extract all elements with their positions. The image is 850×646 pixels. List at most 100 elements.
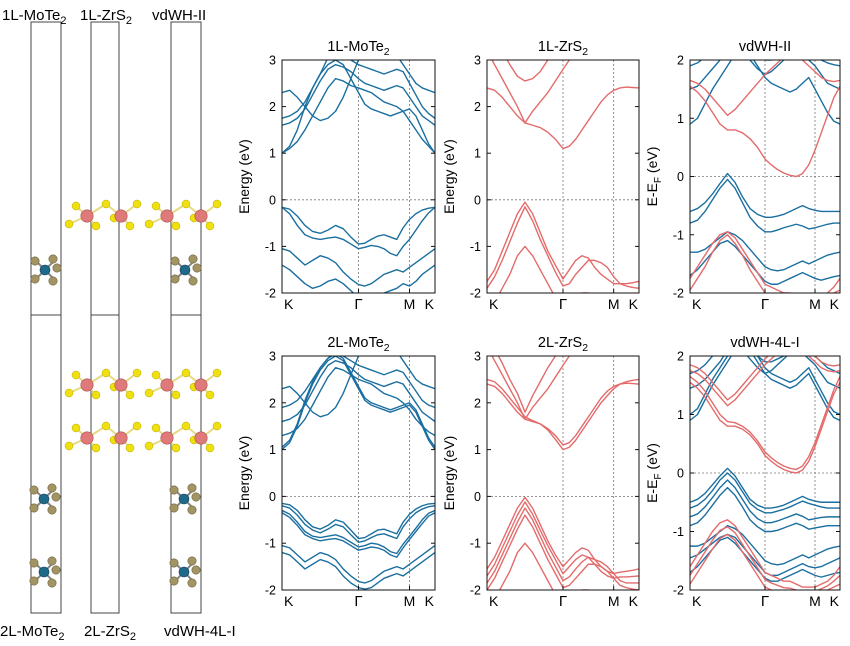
zrs2-unit	[64, 199, 142, 231]
y-tick-label: -2	[265, 584, 276, 598]
y-tick-label: 2	[474, 396, 481, 410]
te-atom	[187, 578, 197, 588]
mo-atom	[179, 264, 191, 276]
band-line	[282, 248, 435, 287]
y-axis-label: Energy (eV)	[236, 139, 252, 214]
te-atom	[29, 485, 39, 495]
x-tick-label: K	[284, 296, 294, 312]
y-tick-label: 3	[474, 54, 481, 68]
te-atom	[170, 256, 180, 266]
y-tick-label: 0	[269, 193, 276, 207]
band-line	[690, 467, 840, 509]
band-line	[282, 356, 435, 418]
band-line	[690, 381, 840, 474]
band-line	[282, 206, 435, 245]
te-atom	[170, 274, 180, 284]
s-atom	[144, 388, 154, 398]
x-tick-label: K	[425, 296, 435, 312]
mote2-unit	[30, 254, 62, 286]
te-atom	[187, 505, 197, 515]
y-tick-label: -2	[673, 287, 684, 301]
te-atom	[188, 254, 198, 264]
band-line	[282, 356, 435, 409]
x-tick-label: Γ	[354, 593, 362, 610]
band-line	[487, 201, 639, 285]
s-atom	[101, 368, 111, 378]
band-line	[491, 60, 571, 124]
s-atom	[212, 368, 222, 378]
s-atom	[132, 199, 142, 209]
y-tick-label: 3	[474, 350, 481, 364]
x-tick-label: K	[489, 296, 499, 312]
te-atom	[48, 276, 58, 286]
s-atom	[144, 441, 154, 451]
atomic-structures: 1L-MoTe2 1L-ZrS2 vdWH-II 2L-MoTe2 2L-ZrS…	[0, 7, 236, 643]
zrs2-unit	[144, 199, 222, 231]
band-line	[498, 542, 591, 590]
zrs2-unit	[64, 368, 142, 400]
s-atom	[181, 368, 191, 378]
bands	[690, 356, 840, 590]
zrs2-unit	[144, 368, 222, 400]
band-line	[690, 479, 840, 524]
s-atom	[71, 370, 81, 380]
y-tick-label: 0	[269, 490, 276, 504]
band-line	[690, 60, 840, 117]
band-line	[506, 60, 549, 82]
te-atom	[169, 558, 179, 568]
band-line	[487, 86, 639, 150]
x-tick-label: K	[284, 593, 294, 609]
chart-title: vdWH-II	[739, 39, 791, 55]
band-line	[690, 375, 840, 471]
y-tick-label: 2	[677, 54, 684, 68]
y-tick-label: 0	[474, 193, 481, 207]
te-atom	[52, 263, 62, 273]
band-line	[282, 63, 435, 126]
zr-atom	[114, 378, 128, 392]
band-line	[282, 77, 435, 154]
y-tick-label: 1	[269, 147, 276, 161]
y-tick-label: 2	[269, 100, 276, 114]
structure-label-vdwh-ii: vdWH-II	[152, 7, 206, 24]
s-atom	[125, 443, 135, 453]
x-tick-label: M	[608, 296, 620, 312]
y-tick-label: -2	[470, 287, 481, 301]
s-atom	[125, 390, 135, 400]
s-atom	[171, 443, 181, 453]
band-line	[282, 512, 435, 558]
chart-title: 1L-MoTe2	[327, 39, 389, 58]
s-atom	[171, 221, 181, 231]
te-atom	[47, 556, 57, 566]
band-line	[690, 239, 840, 285]
band-line	[690, 85, 840, 178]
y-tick-label: 1	[677, 408, 684, 422]
band-line	[282, 60, 435, 122]
band-line	[487, 206, 639, 290]
s-atom	[205, 390, 215, 400]
band-line	[282, 206, 435, 257]
mote2-unit	[29, 483, 61, 515]
y-tick-label: 1	[677, 112, 684, 126]
mote2-unit	[169, 483, 201, 515]
band-line	[690, 486, 840, 533]
x-tick-label: K	[830, 593, 840, 609]
band-line	[487, 382, 639, 446]
x-tick-label: Γ	[559, 296, 567, 313]
te-atom	[29, 558, 39, 568]
band-line	[491, 356, 571, 420]
s-atom	[91, 390, 101, 400]
y-tick-label: -1	[265, 537, 276, 551]
band-line	[282, 264, 435, 293]
atoms	[29, 199, 222, 588]
band-line	[282, 356, 435, 448]
s-atom	[171, 390, 181, 400]
bands	[690, 60, 840, 293]
chart-title: vdWH-4L-I	[730, 335, 799, 351]
y-axis-label: Energy (eV)	[236, 436, 252, 511]
bands	[282, 356, 435, 590]
zr-atom	[114, 209, 128, 223]
y-tick-label: -1	[673, 228, 684, 242]
